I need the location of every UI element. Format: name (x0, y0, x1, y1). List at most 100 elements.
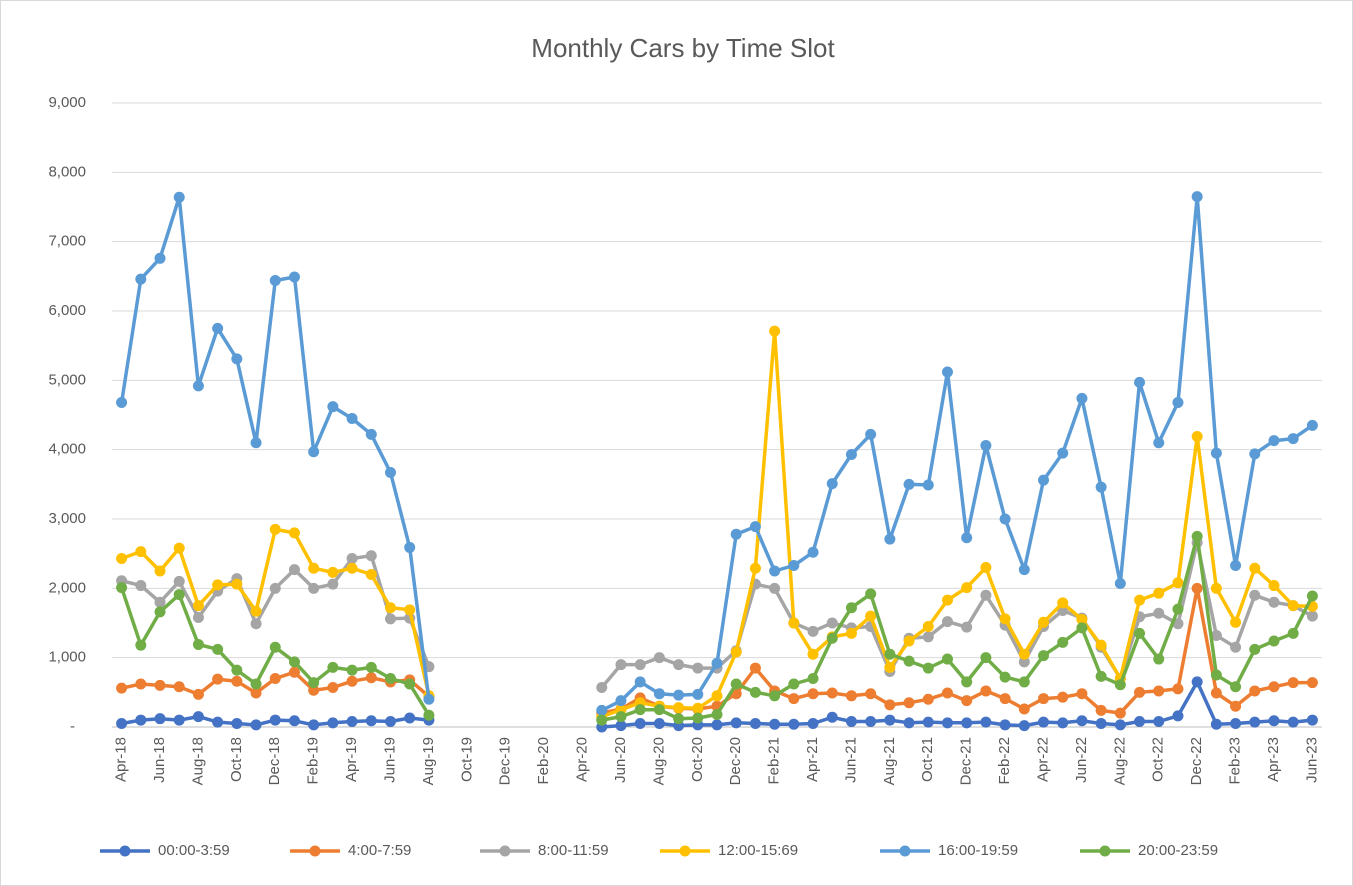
data-point (1018, 656, 1030, 668)
data-point (596, 681, 608, 693)
data-point (269, 523, 281, 535)
data-point (1306, 610, 1318, 622)
y-tick-label: 9,000 (48, 94, 86, 111)
x-tick-label: Apr-18 (113, 737, 130, 782)
data-point (1018, 676, 1030, 688)
data-point (1134, 627, 1146, 639)
data-point (1153, 653, 1165, 665)
data-point (1306, 590, 1318, 602)
data-point (653, 688, 665, 700)
data-point (346, 715, 358, 727)
data-point (961, 695, 973, 707)
x-tick-label: Feb-21 (766, 737, 783, 785)
data-point (231, 353, 243, 365)
data-point (269, 274, 281, 286)
data-point (1249, 448, 1261, 460)
data-point (135, 580, 147, 592)
x-tick-label: Oct-18 (228, 737, 245, 782)
data-point (1210, 718, 1222, 730)
data-point (1230, 718, 1242, 730)
data-point (1057, 636, 1069, 648)
data-point (1268, 580, 1280, 592)
data-point (730, 646, 742, 658)
data-point (135, 678, 147, 690)
data-point (269, 672, 281, 684)
data-point (1153, 715, 1165, 727)
data-point (384, 672, 396, 684)
data-point (116, 582, 128, 594)
data-point (135, 639, 147, 651)
data-point (192, 611, 204, 623)
y-tick-label: 7,000 (48, 233, 86, 250)
data-point (1230, 559, 1242, 571)
data-point (730, 528, 742, 540)
data-point (1210, 687, 1222, 699)
data-point (1076, 715, 1088, 727)
data-point (961, 717, 973, 729)
data-point (1018, 720, 1030, 732)
data-point (1153, 607, 1165, 619)
data-point (1191, 676, 1203, 688)
data-point (903, 655, 915, 667)
x-tick-label: Jun-20 (612, 737, 629, 783)
data-point (269, 641, 281, 653)
data-point (730, 717, 742, 729)
data-point (1230, 681, 1242, 693)
legend-marker (1099, 845, 1111, 857)
data-point (423, 709, 435, 721)
data-point (749, 562, 761, 574)
data-point (980, 589, 992, 601)
data-point (192, 600, 204, 612)
data-point (980, 562, 992, 574)
data-point (135, 714, 147, 726)
x-tick-label: Dec-18 (266, 737, 283, 785)
data-point (1018, 648, 1030, 660)
data-point (327, 578, 339, 590)
data-point (788, 693, 800, 705)
data-point (250, 605, 262, 617)
data-point (327, 401, 339, 413)
data-point (941, 717, 953, 729)
data-point (154, 596, 166, 608)
data-point (1249, 716, 1261, 728)
data-point (1134, 715, 1146, 727)
data-point (903, 478, 915, 490)
data-point (346, 412, 358, 424)
data-point (1268, 715, 1280, 727)
data-point (1134, 594, 1146, 606)
data-point (922, 693, 934, 705)
data-point (788, 718, 800, 730)
data-point (1153, 437, 1165, 449)
data-point (404, 712, 416, 724)
legend-marker (119, 845, 131, 857)
data-point (116, 397, 128, 409)
data-point (404, 604, 416, 616)
data-point (1076, 614, 1088, 626)
data-point (692, 712, 704, 724)
data-point (1268, 435, 1280, 447)
data-point (173, 589, 185, 601)
data-point (308, 562, 320, 574)
data-point (231, 664, 243, 676)
data-point (288, 656, 300, 668)
data-point (327, 717, 339, 729)
x-tick-label: Dec-22 (1188, 737, 1205, 785)
data-point (135, 546, 147, 558)
data-point (769, 718, 781, 730)
legend-label: 8:00-11:59 (538, 842, 609, 859)
data-point (1268, 635, 1280, 647)
data-point (673, 713, 685, 725)
data-point (1018, 564, 1030, 576)
data-point (116, 718, 128, 730)
data-point (749, 521, 761, 533)
data-point (730, 678, 742, 690)
data-point (384, 602, 396, 614)
data-point (1249, 685, 1261, 697)
legend-marker (499, 845, 511, 857)
data-point (250, 437, 262, 449)
x-tick-label: Apr-21 (804, 737, 821, 782)
data-point (1306, 677, 1318, 689)
data-point (1172, 603, 1184, 615)
data-point (807, 672, 819, 684)
